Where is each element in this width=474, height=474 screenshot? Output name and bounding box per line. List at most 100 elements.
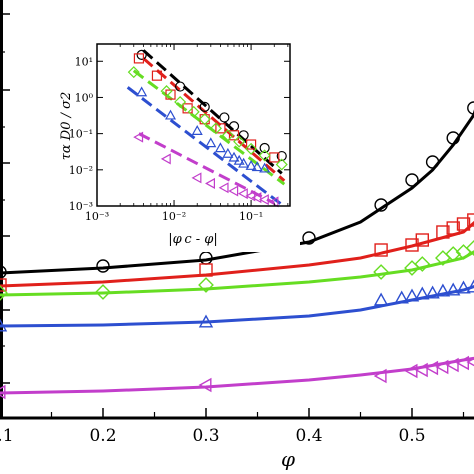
main-series-2-point: [415, 233, 429, 247]
inset-series-1-point: [259, 142, 270, 154]
inset-series-1-point: [238, 130, 249, 141]
inset-series-4-point: [214, 142, 226, 153]
inset-y-tick-label: 10⁻¹: [69, 128, 93, 141]
inset-x-axis-label: |φ c - φ|: [168, 232, 218, 247]
inset-series-5-point: [237, 188, 248, 200]
main-series-4-point: [415, 286, 430, 300]
inset-series-3-point: [187, 105, 200, 118]
inset-series-5-point: [205, 177, 215, 189]
inset-frame-background: [80, 38, 300, 252]
main-x-tick-label: 0.5: [398, 426, 425, 446]
inset-series-5-point: [218, 182, 229, 194]
main-series-1-point: [446, 131, 460, 145]
inset-series-3-fit-line: [132, 69, 286, 186]
inset-series-4-point: [238, 157, 250, 168]
inset-series-5-point: [191, 172, 202, 184]
main-series-2-point: [456, 217, 471, 231]
inset-x-tick-label: 10⁻¹: [239, 210, 263, 223]
main-series-3-point: [373, 264, 389, 280]
main-series-2-point: [199, 263, 213, 277]
inset-series-4-point: [245, 159, 257, 170]
inset-series-3-point: [233, 135, 246, 148]
inset-series-2-point: [215, 123, 226, 134]
inset-series-2-point: [269, 152, 280, 163]
main-series-1-point: [96, 259, 110, 273]
inset-frame: [96, 43, 291, 207]
inset-series-4-point: [233, 154, 245, 165]
inset-series-1-point: [136, 49, 147, 60]
main-series-5-point: [466, 357, 474, 367]
inset-series-5-fit-line: [138, 132, 275, 205]
inset-series-3-point: [127, 66, 140, 79]
main-series-2-point: [405, 238, 419, 252]
inset-y-tick-label: 10⁰: [75, 91, 94, 104]
inset-series-2-point: [133, 53, 145, 64]
main-series-5-point: [435, 359, 449, 375]
main-x-axis-label: φ: [281, 447, 295, 471]
main-series-4-point: [373, 292, 389, 306]
inset-series-3-point: [160, 85, 173, 98]
inset-series-4-point: [191, 125, 203, 135]
inset-series-4-point: [251, 161, 263, 172]
inset-series-4-point: [259, 162, 271, 173]
main-series-1-point: [374, 198, 388, 212]
main-series-1-point: [405, 173, 419, 187]
inset-series-3-point: [245, 142, 258, 155]
inset-series-3-point: [221, 129, 234, 142]
inset-y-tick-label: 10⁻²: [69, 164, 93, 177]
inset-series-1-point: [199, 101, 210, 112]
main-series-4-point: [404, 288, 420, 302]
inset-series-1-point: [276, 150, 287, 162]
inset-series-5-point: [258, 194, 269, 206]
inset-series-1-point: [175, 81, 186, 92]
inset-plot: 10⁻³ 10⁻² 10⁻¹ 10¹ 10⁰ 10⁻¹ 10⁻² 10⁻³: [69, 43, 291, 223]
main-series-1-point: [302, 231, 316, 245]
main-series-4-point: [435, 283, 451, 297]
inset-x-tick-label: 10⁻²: [162, 210, 186, 223]
inset-series-3-point: [209, 122, 222, 135]
main-series-3-point: [198, 277, 214, 293]
inset-x-tick-label: 10⁻³: [85, 210, 109, 223]
main-series-3-point: [0, 285, 8, 301]
main-series-1-curve: [0, 109, 474, 275]
main-series-4-point: [456, 280, 471, 294]
inset-series-3-point: [198, 113, 211, 126]
main-series-5-point: [373, 368, 387, 384]
main-series-4-curve: [0, 285, 474, 328]
main-series-4-point: [0, 318, 8, 332]
inset-series-3-point: [174, 95, 187, 108]
main-series-4-point: [446, 282, 461, 296]
main-x-tick-label: 0.4: [295, 426, 322, 446]
inset-series-4-fit-line: [126, 86, 283, 206]
inset-series-2-fit-line: [142, 57, 286, 182]
inset-series-5-point: [133, 131, 144, 143]
inset-series-5-point: [160, 153, 171, 165]
main-series-5-point: [198, 377, 212, 393]
inset-series-4-point: [222, 147, 234, 158]
inset-y-axis-label: τα D0 / σ2: [59, 92, 74, 161]
main-series-3-point: [414, 256, 431, 272]
inset-series-2-point: [245, 139, 257, 150]
main-series-2-point: [374, 243, 388, 257]
main-series-5-point: [445, 357, 459, 373]
main-x-tick-label: 0.2: [89, 426, 116, 446]
main-series-1-point: [425, 155, 440, 169]
inset-series-4-point: [164, 109, 177, 120]
inset-series-1-fit-line: [142, 49, 283, 175]
inset-series-1-point: [219, 112, 230, 123]
inset-series-4-point: [136, 86, 148, 97]
main-series-2-point: [0, 278, 7, 292]
inset-series-3-point: [275, 158, 288, 171]
main-series-3-point: [95, 284, 111, 300]
inset-y-tick-label: 10¹: [75, 55, 93, 68]
main-series-4-point: [425, 285, 440, 299]
main-series-2-point: [436, 225, 450, 239]
main-series-2-point: [446, 221, 460, 235]
inset-series-5-point: [268, 196, 279, 208]
inset-series-4-point: [228, 151, 240, 162]
inset-series-5-point: [251, 192, 262, 204]
main-series-5-point: [0, 384, 6, 400]
inset-series-3-point: [258, 149, 271, 162]
main-series-4-point: [198, 314, 214, 328]
